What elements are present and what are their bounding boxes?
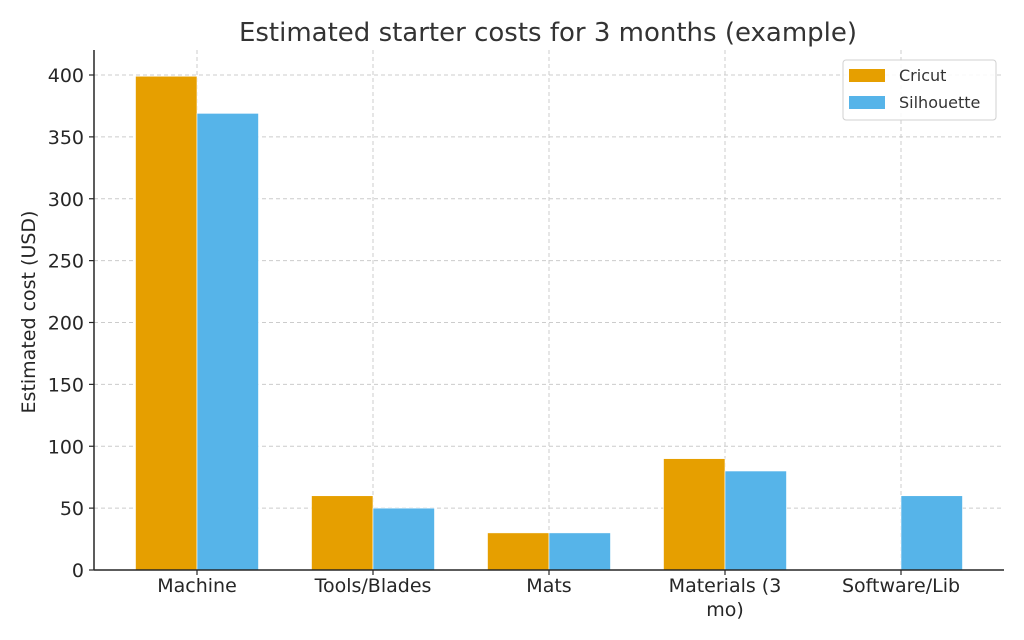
y-tick-label: 150: [48, 374, 84, 396]
legend-swatch-silhouette: [849, 96, 885, 109]
y-tick-label: 50: [60, 498, 84, 520]
y-tick-label: 100: [48, 436, 84, 458]
bars: [135, 75, 963, 571]
bar-cricut-0: [135, 75, 198, 571]
x-tick-label: Materials (3: [669, 575, 782, 597]
x-tick-label: Software/Lib: [842, 575, 960, 597]
legend-swatch-cricut: [849, 69, 885, 82]
y-axis-label: Estimated cost (USD): [18, 211, 40, 414]
y-tick-label: 0: [72, 560, 84, 582]
bar-silhouette-2: [548, 532, 611, 571]
legend-label-silhouette: Silhouette: [899, 93, 980, 112]
x-tick-label: Tools/Blades: [314, 575, 432, 597]
bar-cricut-2: [487, 532, 550, 571]
y-tick-label: 300: [48, 189, 84, 211]
chart-title: Estimated starter costs for 3 months (ex…: [239, 18, 857, 48]
bar-cricut-3: [663, 458, 726, 571]
bar-silhouette-4: [900, 495, 963, 571]
y-tick-label: 400: [48, 65, 84, 87]
y-tick-label: 250: [48, 251, 84, 273]
bar-silhouette-1: [372, 507, 435, 571]
bar-cricut-1: [311, 495, 374, 571]
y-axis-ticks: 0 50 100 150 200 250 300 350 400: [48, 65, 94, 582]
x-tick-label: Machine: [157, 575, 237, 597]
y-tick-label: 350: [48, 127, 84, 149]
y-tick-label: 200: [48, 313, 84, 335]
legend: Cricut Silhouette: [842, 59, 997, 121]
bar-silhouette-0: [196, 113, 259, 571]
x-tick-label: Mats: [526, 575, 571, 597]
x-tick-label: mo): [706, 599, 744, 621]
bar-silhouette-3: [724, 470, 787, 571]
x-axis-ticks: Machine Tools/Blades Mats Materials (3mo) So…: [157, 570, 960, 621]
legend-label-cricut: Cricut: [899, 66, 946, 85]
